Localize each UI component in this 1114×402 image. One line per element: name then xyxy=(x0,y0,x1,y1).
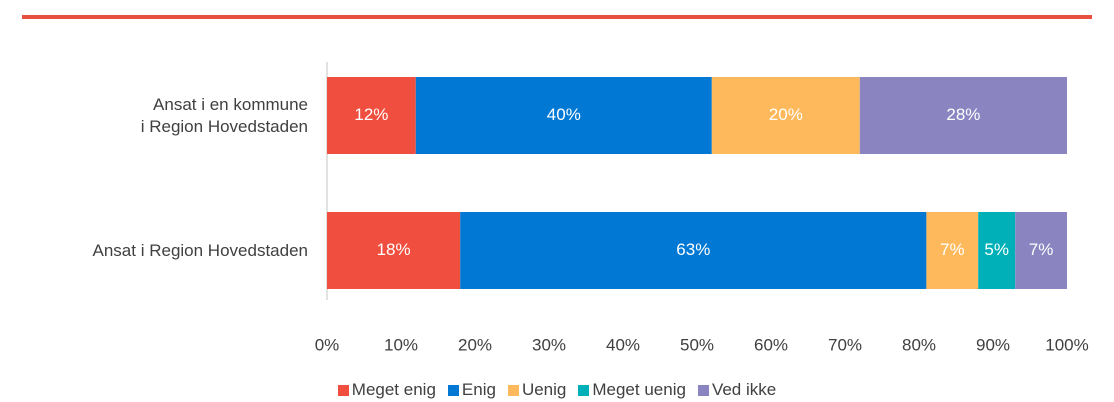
x-tick-label: 80% xyxy=(902,335,936,354)
x-tick-label: 0% xyxy=(315,335,340,354)
legend-label: Meget uenig xyxy=(592,380,686,399)
data-label: 28% xyxy=(946,105,980,124)
legend-label: Meget enig xyxy=(351,380,436,399)
legend-item: Ved ikke xyxy=(697,380,777,400)
x-tick-label: 100% xyxy=(1045,335,1088,354)
bar-segment xyxy=(460,212,927,289)
legend-swatch xyxy=(447,384,459,396)
bar-segment xyxy=(711,77,860,154)
x-tick-label: 60% xyxy=(754,335,788,354)
x-tick-label: 30% xyxy=(532,335,566,354)
legend-item: Enig xyxy=(447,380,496,400)
data-label: 40% xyxy=(547,105,581,124)
x-tick-label: 50% xyxy=(680,335,714,354)
legend-swatch xyxy=(578,384,590,396)
legend-item: Meget uenig xyxy=(578,380,686,400)
x-tick-label: 90% xyxy=(976,335,1010,354)
legend: Meget enig Enig Uenig Meget uenig Ved ikke xyxy=(0,380,1114,400)
x-tick-label: 40% xyxy=(606,335,640,354)
data-label: 63% xyxy=(676,240,710,259)
legend-item: Meget enig xyxy=(337,380,436,400)
data-label: 7% xyxy=(940,240,965,259)
data-label: 18% xyxy=(377,240,411,259)
legend-swatch xyxy=(337,384,349,396)
legend-item: Uenig xyxy=(507,380,567,400)
legend-swatch xyxy=(507,384,519,396)
data-label: 12% xyxy=(354,105,388,124)
data-label: 7% xyxy=(1029,240,1054,259)
category-label: Ansat i en kommune i Region Hovedstaden xyxy=(140,94,308,136)
bar-segment xyxy=(327,212,461,289)
x-tick-label: 70% xyxy=(828,335,862,354)
bar-segment xyxy=(1015,212,1067,289)
x-tick-label: 20% xyxy=(458,335,492,354)
bar-segment xyxy=(978,212,1016,289)
bar-segment xyxy=(415,77,712,154)
bar-segment xyxy=(859,77,1067,154)
data-label: 5% xyxy=(984,240,1009,259)
legend-swatch xyxy=(697,384,709,396)
category-label: Ansat i Region Hovedstaden xyxy=(92,240,308,260)
legend-label: Enig xyxy=(461,380,496,399)
top-rule xyxy=(22,15,1092,19)
data-label: 20% xyxy=(769,105,803,124)
legend-label: Uenig xyxy=(521,380,567,399)
bar-segment xyxy=(327,77,416,154)
bar-segment xyxy=(926,212,979,289)
legend-label: Ved ikke xyxy=(711,380,777,399)
x-tick-label: 10% xyxy=(384,335,418,354)
